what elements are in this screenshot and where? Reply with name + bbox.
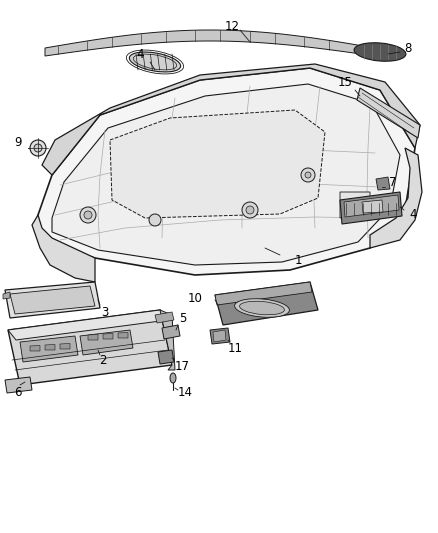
Polygon shape — [20, 336, 78, 362]
Polygon shape — [376, 177, 390, 190]
Circle shape — [246, 206, 254, 214]
Polygon shape — [344, 195, 399, 217]
Circle shape — [34, 144, 42, 152]
Polygon shape — [118, 333, 128, 338]
Polygon shape — [45, 344, 55, 350]
Circle shape — [80, 207, 96, 223]
Text: 9: 9 — [14, 135, 22, 149]
Polygon shape — [213, 330, 226, 342]
Polygon shape — [162, 325, 180, 339]
Circle shape — [84, 211, 92, 219]
Polygon shape — [8, 310, 168, 340]
Text: 4: 4 — [409, 208, 417, 222]
Polygon shape — [103, 334, 113, 339]
Polygon shape — [5, 282, 100, 318]
Polygon shape — [357, 88, 420, 138]
Polygon shape — [3, 292, 10, 299]
Text: 1: 1 — [294, 254, 302, 266]
Polygon shape — [42, 64, 420, 175]
Polygon shape — [88, 335, 98, 340]
Polygon shape — [158, 350, 174, 364]
Polygon shape — [80, 330, 133, 355]
Circle shape — [30, 140, 46, 156]
Polygon shape — [215, 282, 312, 305]
Polygon shape — [362, 200, 383, 213]
Polygon shape — [8, 310, 172, 385]
Ellipse shape — [354, 43, 406, 61]
Text: 17: 17 — [174, 359, 190, 373]
Polygon shape — [155, 312, 174, 323]
Text: 11: 11 — [227, 342, 243, 354]
Text: 7: 7 — [389, 176, 397, 190]
Ellipse shape — [240, 301, 284, 315]
Polygon shape — [32, 215, 95, 282]
Polygon shape — [340, 192, 402, 224]
Text: 10: 10 — [187, 292, 202, 304]
Polygon shape — [45, 30, 375, 56]
Text: 5: 5 — [179, 311, 187, 325]
Text: 6: 6 — [14, 385, 22, 399]
Circle shape — [305, 172, 311, 178]
Polygon shape — [38, 68, 415, 275]
Polygon shape — [160, 310, 175, 370]
Polygon shape — [215, 282, 318, 325]
Circle shape — [149, 214, 161, 226]
Ellipse shape — [129, 52, 180, 72]
Polygon shape — [30, 345, 40, 351]
Polygon shape — [370, 148, 422, 248]
Polygon shape — [10, 286, 95, 314]
Text: 8: 8 — [404, 42, 412, 54]
Polygon shape — [5, 377, 32, 393]
Ellipse shape — [235, 298, 290, 317]
Text: 2: 2 — [99, 353, 107, 367]
Text: 12: 12 — [225, 20, 240, 34]
Text: 3: 3 — [101, 305, 109, 319]
Circle shape — [301, 168, 315, 182]
Text: 14: 14 — [177, 385, 192, 399]
Polygon shape — [340, 192, 370, 218]
Polygon shape — [110, 110, 325, 218]
Ellipse shape — [170, 373, 176, 383]
Text: 15: 15 — [338, 76, 353, 88]
Polygon shape — [52, 84, 400, 265]
Circle shape — [242, 202, 258, 218]
Polygon shape — [210, 328, 230, 344]
Text: 4: 4 — [136, 49, 144, 61]
Polygon shape — [60, 343, 70, 349]
